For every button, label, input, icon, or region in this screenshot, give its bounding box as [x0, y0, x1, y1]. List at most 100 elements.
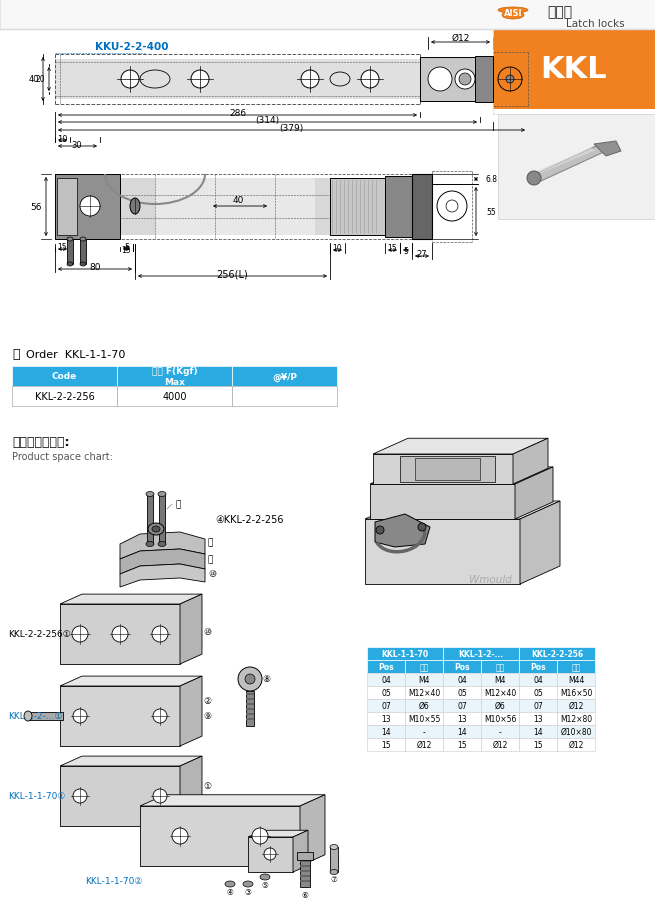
- Bar: [519, 738, 557, 751]
- Bar: [481, 686, 519, 699]
- Text: 13: 13: [533, 714, 543, 723]
- Circle shape: [418, 523, 426, 531]
- Bar: [300, 880, 310, 882]
- Ellipse shape: [130, 198, 140, 215]
- Bar: [385, 177, 413, 238]
- Polygon shape: [60, 756, 202, 766]
- Text: M12×80: M12×80: [560, 714, 592, 723]
- Polygon shape: [513, 438, 548, 484]
- Text: 04: 04: [533, 676, 543, 685]
- Text: 4000: 4000: [162, 391, 187, 401]
- Bar: [117, 387, 232, 407]
- Text: 15: 15: [381, 741, 391, 750]
- Text: KKL-1-1-70①: KKL-1-1-70①: [8, 792, 66, 801]
- Bar: [0, 0, 655, 30]
- Circle shape: [73, 709, 87, 723]
- Text: 14: 14: [381, 727, 391, 736]
- Bar: [493, 30, 655, 110]
- Circle shape: [245, 675, 255, 685]
- Text: KKL-1-1-70②: KKL-1-1-70②: [85, 877, 143, 886]
- Bar: [367, 713, 405, 725]
- Polygon shape: [248, 837, 293, 872]
- Ellipse shape: [152, 527, 160, 532]
- Text: ⑨: ⑨: [203, 712, 211, 721]
- Bar: [155, 179, 315, 235]
- Text: Pos: Pos: [454, 662, 470, 671]
- Circle shape: [376, 527, 384, 534]
- Bar: [159, 494, 165, 545]
- Text: 5: 5: [124, 244, 130, 253]
- Text: 05: 05: [533, 688, 543, 697]
- Bar: [55, 60, 420, 100]
- Text: Ø10×80: Ø10×80: [560, 727, 591, 736]
- Text: M12×40: M12×40: [484, 688, 516, 697]
- Polygon shape: [370, 467, 553, 484]
- Text: KKL-2-2-256①: KKL-2-2-256①: [8, 630, 71, 639]
- Bar: [367, 699, 405, 713]
- Bar: [557, 660, 595, 673]
- Bar: [443, 660, 481, 673]
- Text: 10: 10: [333, 244, 343, 253]
- Bar: [420, 58, 480, 102]
- Text: ④KKL-2-2-256: ④KKL-2-2-256: [215, 514, 284, 524]
- Polygon shape: [60, 686, 180, 746]
- Ellipse shape: [158, 542, 166, 547]
- Bar: [80, 240, 86, 264]
- Text: 13: 13: [381, 714, 391, 723]
- Text: 55: 55: [486, 207, 496, 216]
- Bar: [367, 660, 405, 673]
- Text: 07: 07: [381, 701, 391, 710]
- Circle shape: [455, 70, 475, 90]
- Text: -: -: [422, 727, 425, 736]
- Bar: [367, 686, 405, 699]
- Text: 14: 14: [457, 727, 467, 736]
- Circle shape: [428, 68, 452, 92]
- Bar: [367, 648, 443, 660]
- Text: M4: M4: [495, 676, 506, 685]
- Text: 15: 15: [58, 244, 67, 253]
- Circle shape: [527, 171, 541, 186]
- Text: ④: ④: [227, 888, 233, 897]
- Circle shape: [121, 71, 139, 89]
- Bar: [405, 738, 443, 751]
- Ellipse shape: [498, 8, 528, 14]
- Ellipse shape: [80, 238, 86, 242]
- Bar: [557, 738, 595, 751]
- Bar: [246, 694, 254, 695]
- Bar: [519, 673, 557, 686]
- Circle shape: [80, 197, 100, 216]
- Text: M10×55: M10×55: [408, 714, 440, 723]
- Bar: [519, 660, 557, 673]
- Text: KKL: KKL: [540, 55, 607, 85]
- Bar: [481, 713, 519, 725]
- Ellipse shape: [67, 262, 73, 267]
- Text: -: -: [498, 727, 501, 736]
- Polygon shape: [120, 565, 205, 587]
- Bar: [300, 865, 310, 867]
- Bar: [405, 725, 443, 738]
- Bar: [246, 698, 254, 700]
- Bar: [297, 852, 313, 860]
- Text: ⑤: ⑤: [261, 880, 269, 889]
- Text: ⑩: ⑩: [203, 628, 211, 637]
- Text: 产品立体示意图:: 产品立体示意图:: [12, 436, 69, 449]
- Text: Ø12: Ø12: [569, 701, 584, 710]
- Polygon shape: [140, 806, 300, 866]
- Text: 30: 30: [71, 141, 83, 150]
- Text: ②: ②: [203, 696, 211, 705]
- Text: Ø12: Ø12: [569, 741, 584, 750]
- Bar: [300, 860, 310, 862]
- Text: ⑫: ⑫: [208, 538, 214, 547]
- Polygon shape: [120, 532, 205, 559]
- Text: Ø12: Ø12: [417, 741, 432, 750]
- Polygon shape: [60, 594, 202, 604]
- Text: 6.8: 6.8: [486, 175, 498, 184]
- Text: 40: 40: [29, 76, 39, 85]
- Text: M4: M4: [419, 676, 430, 685]
- Text: 07: 07: [533, 701, 543, 710]
- Bar: [519, 713, 557, 725]
- Circle shape: [264, 848, 276, 860]
- Polygon shape: [365, 502, 560, 520]
- Bar: [475, 57, 493, 103]
- Circle shape: [72, 626, 88, 642]
